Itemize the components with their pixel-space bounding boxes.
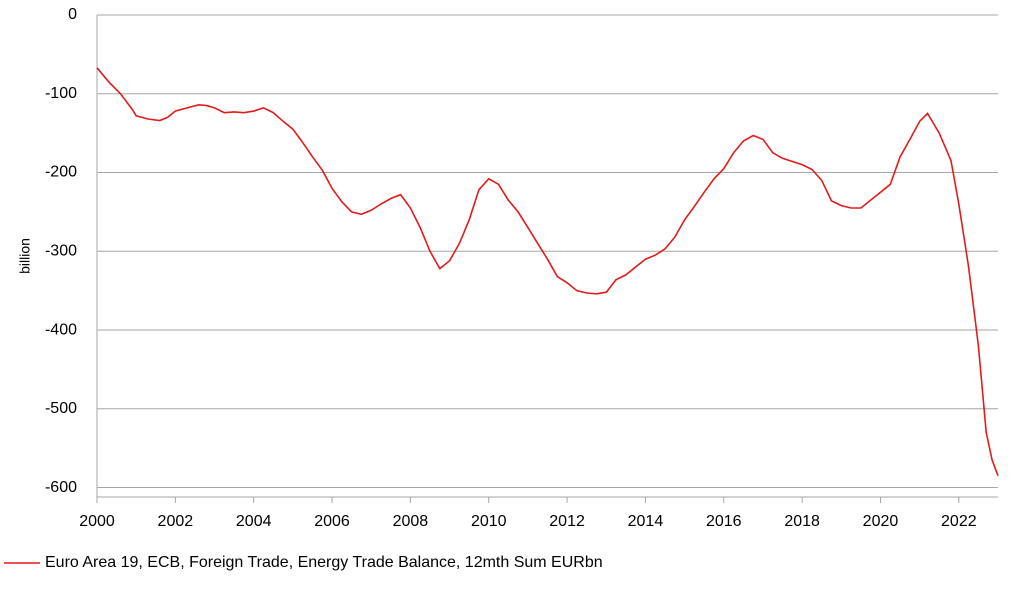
x-tick-label: 2000 — [79, 513, 115, 530]
line-series — [96, 67, 999, 476]
y-tick-label: -500 — [45, 400, 77, 417]
x-tick-label: 2014 — [628, 513, 664, 530]
x-tick-label: 2018 — [784, 513, 820, 530]
x-tick-label: 2004 — [236, 513, 272, 530]
x-tick-label: 2010 — [471, 513, 507, 530]
x-tick-label: 2002 — [158, 513, 194, 530]
x-tick-label: 2022 — [941, 513, 977, 530]
y-axis-label: billion — [17, 238, 33, 274]
x-tick-label: 2008 — [393, 513, 429, 530]
x-tick-label: 2016 — [706, 513, 742, 530]
y-tick-label: -100 — [45, 85, 77, 102]
y-tick-label: -600 — [45, 479, 77, 496]
y-tick-label: -300 — [45, 242, 77, 259]
y-tick-label: -400 — [45, 321, 77, 338]
legend-label: Euro Area 19, ECB, Foreign Trade, Energy… — [45, 554, 603, 571]
y-tick-label: 0 — [68, 6, 77, 23]
x-tick-label: 2020 — [863, 513, 899, 530]
y-tick-label: -200 — [45, 164, 77, 181]
x-tick-label: 2006 — [314, 513, 350, 530]
x-tick-label: 2012 — [549, 513, 585, 530]
